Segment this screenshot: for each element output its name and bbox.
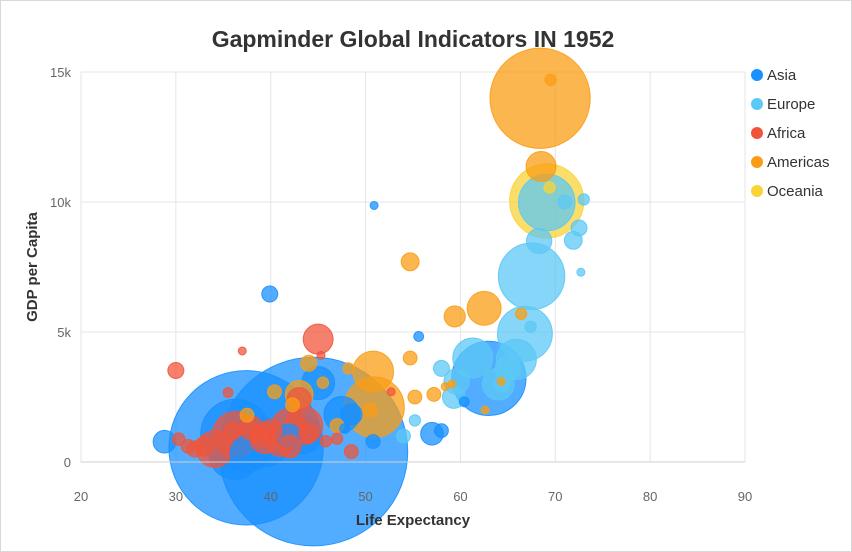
bubble-oceania[interactable] (543, 181, 556, 194)
bubble-americas[interactable] (466, 290, 502, 326)
legend-marker-africa[interactable] (751, 127, 763, 139)
x-tick-label: 50 (358, 489, 372, 504)
bubble-asia[interactable] (339, 423, 351, 434)
bubble-americas[interactable] (267, 384, 282, 400)
bubble-europe[interactable] (452, 337, 494, 379)
bubble-africa[interactable] (316, 350, 326, 360)
legend-label-europe[interactable]: Europe (767, 96, 815, 113)
bubble-europe[interactable] (497, 242, 566, 310)
y-tick-label: 15k (50, 65, 71, 80)
bubble-europe[interactable] (524, 320, 537, 333)
bubble-americas[interactable] (285, 397, 300, 413)
legend-marker-europe[interactable] (751, 98, 763, 110)
y-tick-label: 0 (64, 455, 71, 470)
axes: 20 30 40 50 60 70 80 90 0 5k 10k 15k (50, 65, 752, 504)
y-tick-label: 5k (57, 325, 71, 340)
legend-marker-oceania[interactable] (751, 185, 763, 197)
bubble-americas[interactable] (447, 379, 457, 389)
x-tick-label: 70 (548, 489, 562, 504)
x-tick-label: 80 (643, 489, 657, 504)
bubble-europe[interactable] (408, 414, 422, 427)
chart-title: Gapminder Global Indicators IN 1952 (212, 26, 615, 52)
bubble-europe[interactable] (577, 193, 590, 206)
bubble-americas[interactable] (496, 376, 506, 386)
bubble-africa[interactable] (250, 424, 273, 448)
bubble-americas[interactable] (489, 47, 591, 149)
x-tick-label: 30 (169, 489, 183, 504)
legend-marker-asia[interactable] (751, 69, 763, 81)
bubble-americas[interactable] (407, 389, 423, 405)
y-axis-title: GDP per Capita (24, 211, 41, 321)
bubble-americas[interactable] (362, 402, 378, 418)
bubble-africa[interactable] (223, 421, 243, 441)
bubble-americas[interactable] (544, 73, 557, 86)
bubble-asia[interactable] (261, 285, 279, 303)
bubble-americas[interactable] (514, 307, 528, 320)
bubble-asia[interactable] (365, 434, 381, 449)
bubble-europe[interactable] (557, 194, 573, 210)
bubble-asia[interactable] (340, 403, 363, 426)
bubble-americas[interactable] (525, 150, 557, 182)
x-tick-label: 90 (738, 489, 752, 504)
bubble-americas[interactable] (352, 350, 395, 393)
bubble-africa[interactable] (222, 387, 234, 398)
bubble-africa[interactable] (319, 435, 332, 448)
legend: Asia Europe Africa Americas Oceania (751, 67, 830, 200)
bubble-africa[interactable] (167, 361, 185, 379)
bubble-africa[interactable] (330, 432, 344, 445)
bubble-africa[interactable] (277, 434, 302, 459)
bubble-africa[interactable] (237, 346, 247, 356)
bubble-asia[interactable] (458, 396, 470, 408)
bubble-africa[interactable] (171, 432, 186, 446)
legend-marker-americas[interactable] (751, 156, 763, 168)
x-tick-label: 60 (453, 489, 467, 504)
bubble-asia[interactable] (369, 200, 379, 210)
bubble-americas[interactable] (300, 354, 318, 372)
legend-label-asia[interactable]: Asia (767, 67, 797, 84)
legend-label-americas[interactable]: Americas (767, 154, 830, 171)
bubble-americas[interactable] (402, 350, 418, 366)
bubble-americas[interactable] (316, 376, 330, 389)
bubble-americas[interactable] (480, 405, 490, 415)
bubble-europe[interactable] (526, 227, 553, 255)
bubble-europe[interactable] (576, 267, 586, 277)
bubble-americas[interactable] (400, 252, 420, 272)
bubble-americas[interactable] (443, 305, 466, 328)
bubble-europe[interactable] (570, 219, 588, 237)
x-tick-label: 40 (263, 489, 277, 504)
legend-label-oceania[interactable]: Oceania (767, 183, 824, 200)
bubble-americas[interactable] (342, 362, 355, 375)
bubble-europe[interactable] (432, 359, 450, 377)
bubble-europe[interactable] (396, 428, 411, 444)
bubble-africa[interactable] (343, 444, 359, 460)
legend-label-africa[interactable]: Africa (767, 125, 806, 142)
bubble-africa[interactable] (180, 438, 196, 454)
bubble-africa[interactable] (386, 387, 396, 397)
bubble-africa[interactable] (298, 423, 319, 444)
bubble-asia[interactable] (413, 331, 425, 342)
y-tick-label: 10k (50, 195, 71, 210)
bubble-asia[interactable] (434, 423, 449, 439)
bubble-layer (152, 47, 591, 547)
bubble-americas[interactable] (239, 407, 255, 423)
bubble-americas[interactable] (426, 386, 442, 402)
bubble-africa[interactable] (302, 323, 334, 355)
x-tick-label: 20 (74, 489, 88, 504)
x-axis-title: Life Expectancy (356, 512, 471, 529)
